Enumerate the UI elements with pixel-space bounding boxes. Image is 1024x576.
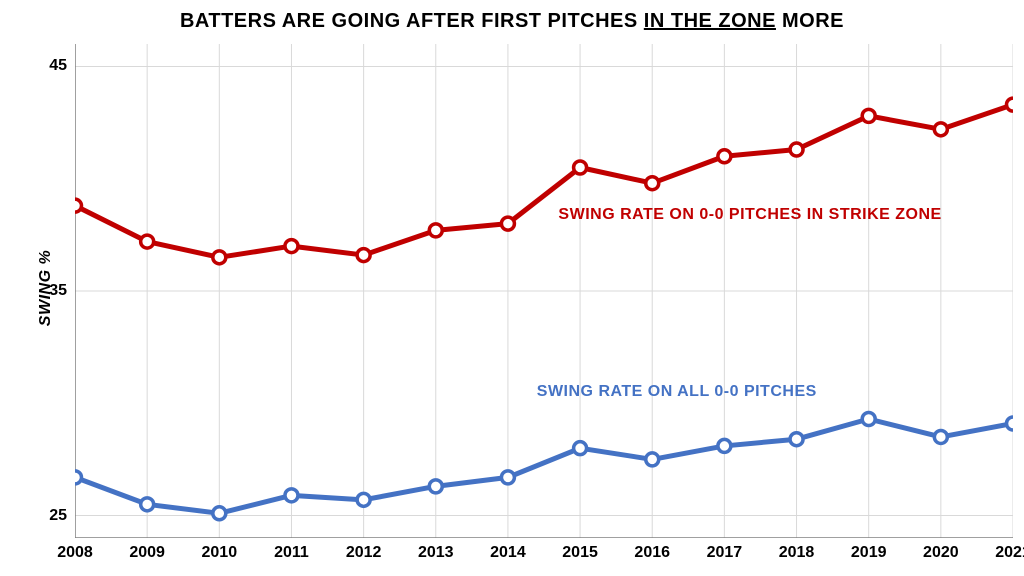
x-tick-label: 2009 [129, 538, 165, 562]
x-tick-label: 2016 [634, 538, 670, 562]
chart-title: BATTERS ARE GOING AFTER FIRST PITCHES IN… [0, 10, 1024, 33]
series-marker-all [429, 480, 442, 493]
x-tick-label: 2011 [274, 538, 309, 562]
x-tick-label: 2008 [57, 538, 93, 562]
series-marker-all [357, 493, 370, 506]
series-label-zone: SWING RATE ON 0-0 PITCHES IN STRIKE ZONE [558, 206, 941, 224]
series-marker-all [934, 430, 947, 443]
series-line-all [75, 419, 1013, 513]
series-marker-zone [790, 143, 803, 156]
x-tick-label: 2020 [923, 538, 959, 562]
series-marker-all [718, 439, 731, 452]
series-marker-zone [501, 217, 514, 230]
series-marker-all [790, 433, 803, 446]
x-tick-label: 2015 [562, 538, 598, 562]
series-marker-all [646, 453, 659, 466]
series-marker-zone [574, 161, 587, 174]
series-line-zone [75, 105, 1013, 258]
series-marker-all [1007, 417, 1014, 430]
x-tick-label: 2021 [995, 538, 1024, 562]
series-marker-zone [429, 224, 442, 237]
x-tick-label: 2010 [202, 538, 238, 562]
y-tick-label: 45 [49, 57, 75, 75]
series-marker-zone [285, 240, 298, 253]
title-underline: IN THE ZONE [644, 10, 776, 32]
series-marker-all [141, 498, 154, 511]
series-marker-zone [213, 251, 226, 264]
series-marker-all [285, 489, 298, 502]
series-marker-all [213, 507, 226, 520]
series-marker-zone [141, 235, 154, 248]
series-marker-zone [1007, 98, 1014, 111]
x-tick-label: 2014 [490, 538, 526, 562]
x-tick-label: 2019 [851, 538, 887, 562]
series-marker-zone [357, 249, 370, 262]
x-tick-label: 2013 [418, 538, 454, 562]
y-tick-label: 35 [49, 282, 75, 300]
series-marker-zone [75, 199, 82, 212]
series-marker-all [862, 412, 875, 425]
series-marker-all [574, 442, 587, 455]
series-marker-zone [718, 150, 731, 163]
chart-svg [75, 44, 1013, 538]
series-label-all: SWING RATE ON ALL 0-0 PITCHES [537, 383, 817, 401]
x-tick-label: 2017 [707, 538, 743, 562]
series-marker-zone [862, 109, 875, 122]
title-pre: BATTERS ARE GOING AFTER FIRST PITCHES [180, 10, 644, 32]
x-tick-label: 2012 [346, 538, 382, 562]
x-tick-label: 2018 [779, 538, 815, 562]
plot-area: 2535452008200920102011201220132014201520… [75, 44, 1013, 538]
y-tick-label: 25 [49, 507, 75, 525]
series-marker-zone [934, 123, 947, 136]
series-marker-zone [646, 177, 659, 190]
series-marker-all [501, 471, 514, 484]
series-marker-all [75, 471, 82, 484]
chart-container: BATTERS ARE GOING AFTER FIRST PITCHES IN… [0, 0, 1024, 576]
title-post: MORE [776, 10, 844, 32]
